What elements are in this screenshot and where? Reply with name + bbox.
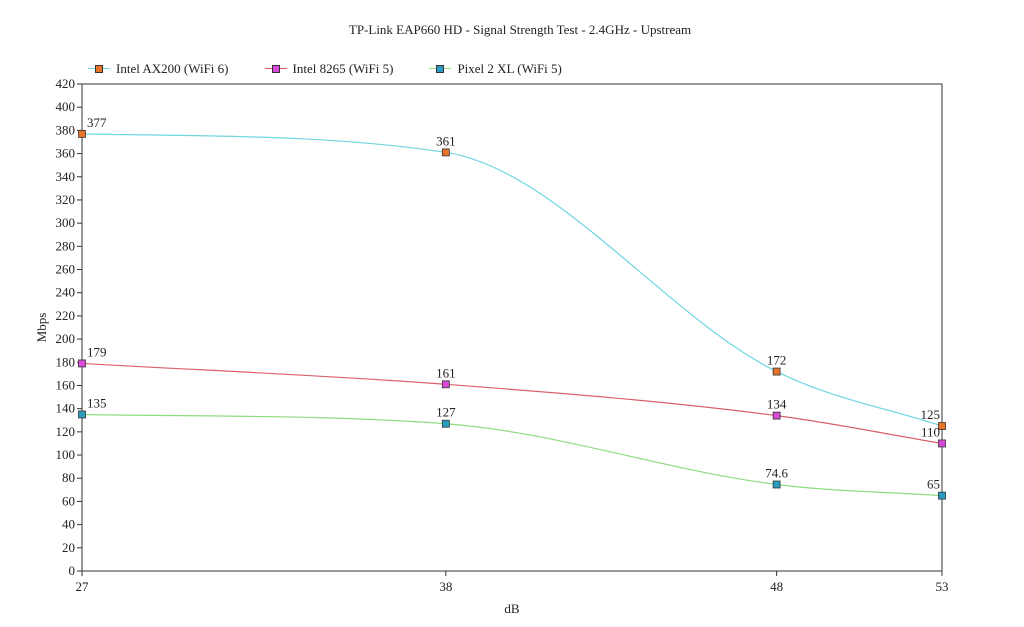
y-tick-label: 20	[62, 540, 75, 555]
y-tick-label: 320	[56, 192, 76, 207]
data-label: 127	[436, 405, 456, 420]
data-point	[772, 480, 781, 489]
legend-swatch-icon	[429, 64, 452, 74]
series-line-intel-ax200-wifi-6	[81, 133, 943, 427]
legend-item: Pixel 2 XL (WiFi 5)	[429, 61, 562, 77]
y-tick-label: 300	[56, 215, 76, 230]
legend-item: Intel 8265 (WiFi 5)	[264, 61, 394, 77]
data-point	[441, 419, 450, 428]
data-label: 135	[87, 395, 107, 410]
data-point	[78, 410, 86, 419]
y-tick-label: 400	[56, 99, 76, 114]
series-line-pixel-2-xl-wifi-5	[81, 413, 943, 497]
y-tick-label: 0	[69, 563, 76, 578]
data-label: 377	[87, 115, 107, 130]
legend-swatch-icon	[264, 64, 287, 74]
x-tick-label: 48	[770, 579, 783, 594]
y-tick-label: 420	[56, 76, 76, 91]
legend-label: Intel 8265 (WiFi 5)	[292, 61, 394, 76]
data-point	[938, 422, 946, 430]
y-tick-label: 280	[56, 238, 76, 253]
x-tick-label: 38	[439, 579, 452, 594]
legend-label: Pixel 2 XL (WiFi 5)	[457, 61, 562, 76]
y-tick-label: 160	[56, 377, 76, 392]
y-tick-label: 220	[56, 308, 76, 323]
y-tick-label: 80	[62, 470, 75, 485]
y-axis-title: Mbps	[34, 313, 49, 343]
legend: Intel AX200 (WiFi 6) Intel 8265 (WiFi 5)…	[88, 61, 562, 77]
y-tick-label: 40	[62, 517, 75, 532]
y-tick-label: 140	[56, 401, 76, 416]
data-point	[772, 411, 781, 420]
data-label: 110	[921, 424, 940, 439]
plot-frame	[81, 83, 943, 572]
data-label: 134	[767, 397, 787, 412]
data-point	[938, 491, 946, 500]
data-point	[441, 148, 450, 157]
y-tick-label: 120	[56, 424, 76, 439]
data-label: 361	[436, 133, 456, 148]
data-label: 172	[767, 353, 787, 368]
data-label: 161	[436, 365, 456, 380]
x-tick-label: 27	[76, 579, 90, 594]
data-label: 125	[921, 407, 941, 422]
y-tick-label: 360	[56, 146, 76, 161]
legend-swatch-icon	[88, 64, 110, 74]
y-tick-label: 260	[56, 262, 76, 277]
chart-title: TP-Link EAP660 HD - Signal Strength Test…	[348, 22, 692, 37]
data-point	[78, 129, 86, 138]
data-point	[938, 439, 946, 448]
data-point	[772, 367, 781, 376]
y-tick-label: 340	[56, 169, 76, 184]
legend-label: Intel AX200 (WiFi 6)	[116, 61, 229, 76]
legend-item: Intel AX200 (WiFi 6)	[88, 61, 229, 77]
y-tick-label: 180	[56, 354, 76, 369]
data-label: 65	[927, 477, 940, 492]
data-point	[78, 359, 86, 368]
y-tick-label: 380	[56, 122, 76, 137]
data-label: 179	[87, 344, 107, 359]
y-tick-label: 100	[56, 447, 76, 462]
y-tick-label: 200	[56, 331, 76, 346]
x-axis-title: dB	[504, 601, 520, 616]
x-tick-label: 53	[936, 579, 949, 594]
data-label: 74.6	[765, 465, 788, 480]
y-tick-label: 240	[56, 285, 76, 300]
series-line-intel-8265-wifi-5	[81, 362, 943, 445]
data-point	[441, 380, 450, 389]
y-tick-label: 60	[62, 493, 75, 508]
